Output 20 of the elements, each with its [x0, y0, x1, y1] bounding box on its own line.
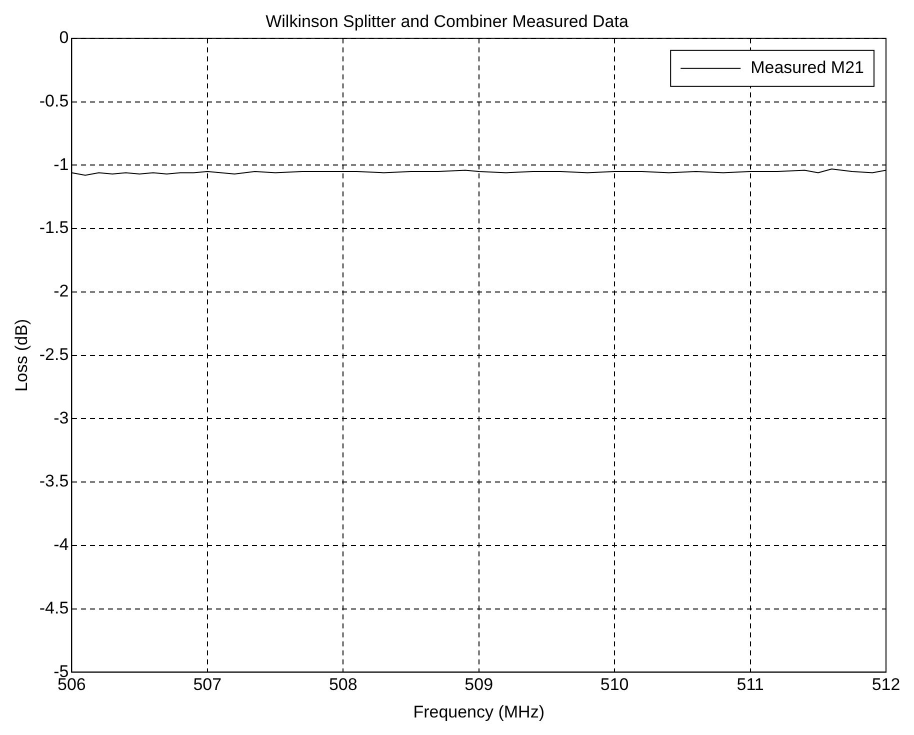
x-tick-label: 509: [464, 675, 494, 694]
y-tick-label: -0.5: [39, 91, 69, 110]
chart-title: Wilkinson Splitter and Combiner Measured Data: [266, 12, 629, 31]
x-axis-title: Frequency (MHz): [413, 702, 545, 722]
y-tick-label: -1.5: [39, 218, 69, 238]
y-tick-label: -2.5: [39, 344, 69, 364]
y-axis-title: Loss (dB): [12, 318, 31, 392]
y-tick-label: 0: [59, 28, 69, 48]
y-tick-label: -4.5: [39, 598, 69, 618]
x-tick-label: 511: [736, 675, 764, 694]
y-tick-label: -2: [54, 282, 69, 301]
y-tick-label: -1: [54, 154, 69, 174]
y-tick-label: -3.5: [39, 472, 69, 491]
y-tick-label: -3: [54, 408, 69, 428]
x-tick-label: 510: [600, 675, 629, 694]
x-tick-label: 512: [872, 675, 900, 694]
x-tick-label: 507: [193, 675, 222, 694]
y-tick-label: -4: [54, 535, 69, 554]
legend-label: Measured M21: [750, 58, 864, 78]
x-tick-label: 508: [328, 675, 358, 694]
